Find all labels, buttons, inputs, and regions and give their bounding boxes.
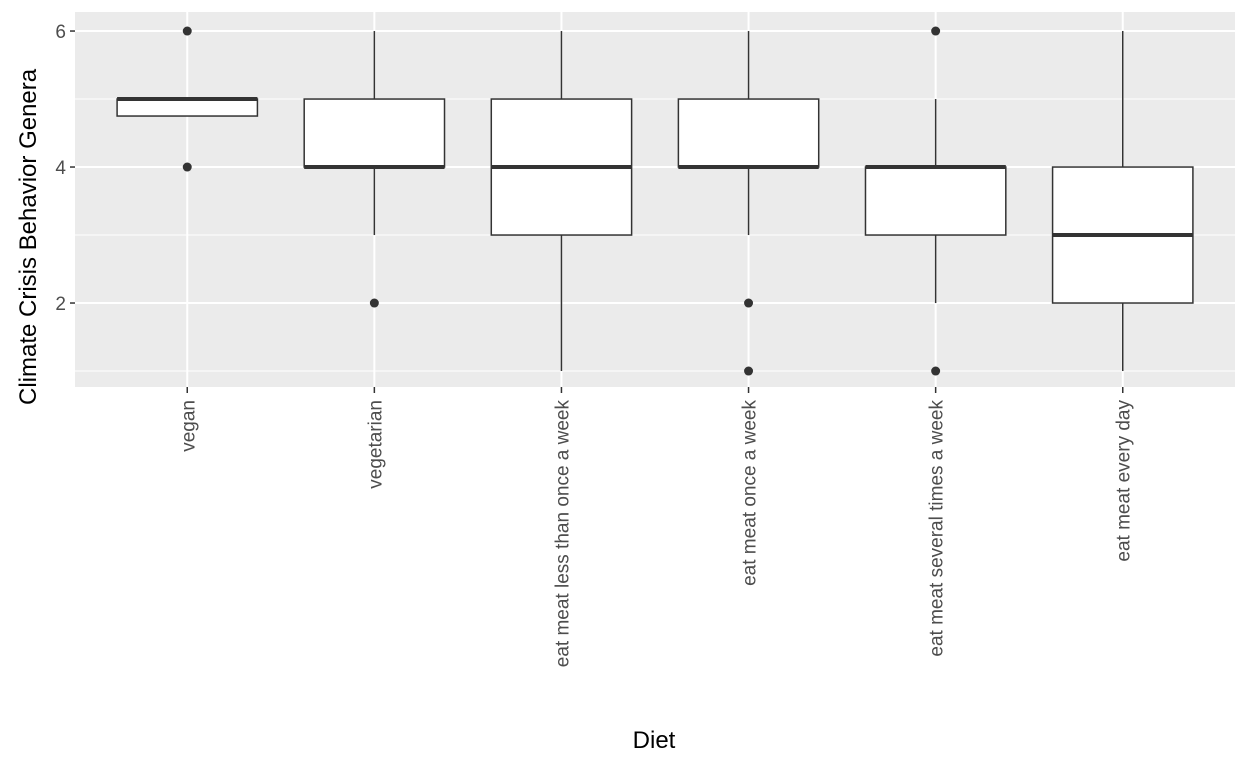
x-tick-label: eat meat several times a week (927, 400, 948, 657)
x-tick-label: eat meat every day (1114, 400, 1135, 562)
box (303, 98, 446, 168)
box (116, 98, 259, 117)
y-tick-label: 4 (55, 158, 66, 179)
x-tick-label: vegan (178, 400, 199, 452)
outlier (931, 366, 941, 376)
x-tick-label: eat meat once a week (740, 400, 761, 586)
box (677, 98, 820, 168)
y-tick-label: 6 (55, 22, 66, 43)
outlier (931, 26, 941, 36)
panel (75, 12, 1235, 387)
box (864, 166, 1007, 236)
outlier (182, 162, 192, 172)
outlier (369, 298, 379, 308)
x-tick-label: eat meat less than once a week (552, 400, 573, 668)
y-tick-label: 2 (55, 294, 66, 315)
outlier (744, 298, 754, 308)
outlier (744, 366, 754, 376)
y-axis-title: Climate Crisis Behavior Genera (15, 68, 42, 405)
x-axis-title: Diet (633, 727, 676, 754)
outlier (182, 26, 192, 36)
x-tick-label: vegetarian (365, 400, 386, 489)
